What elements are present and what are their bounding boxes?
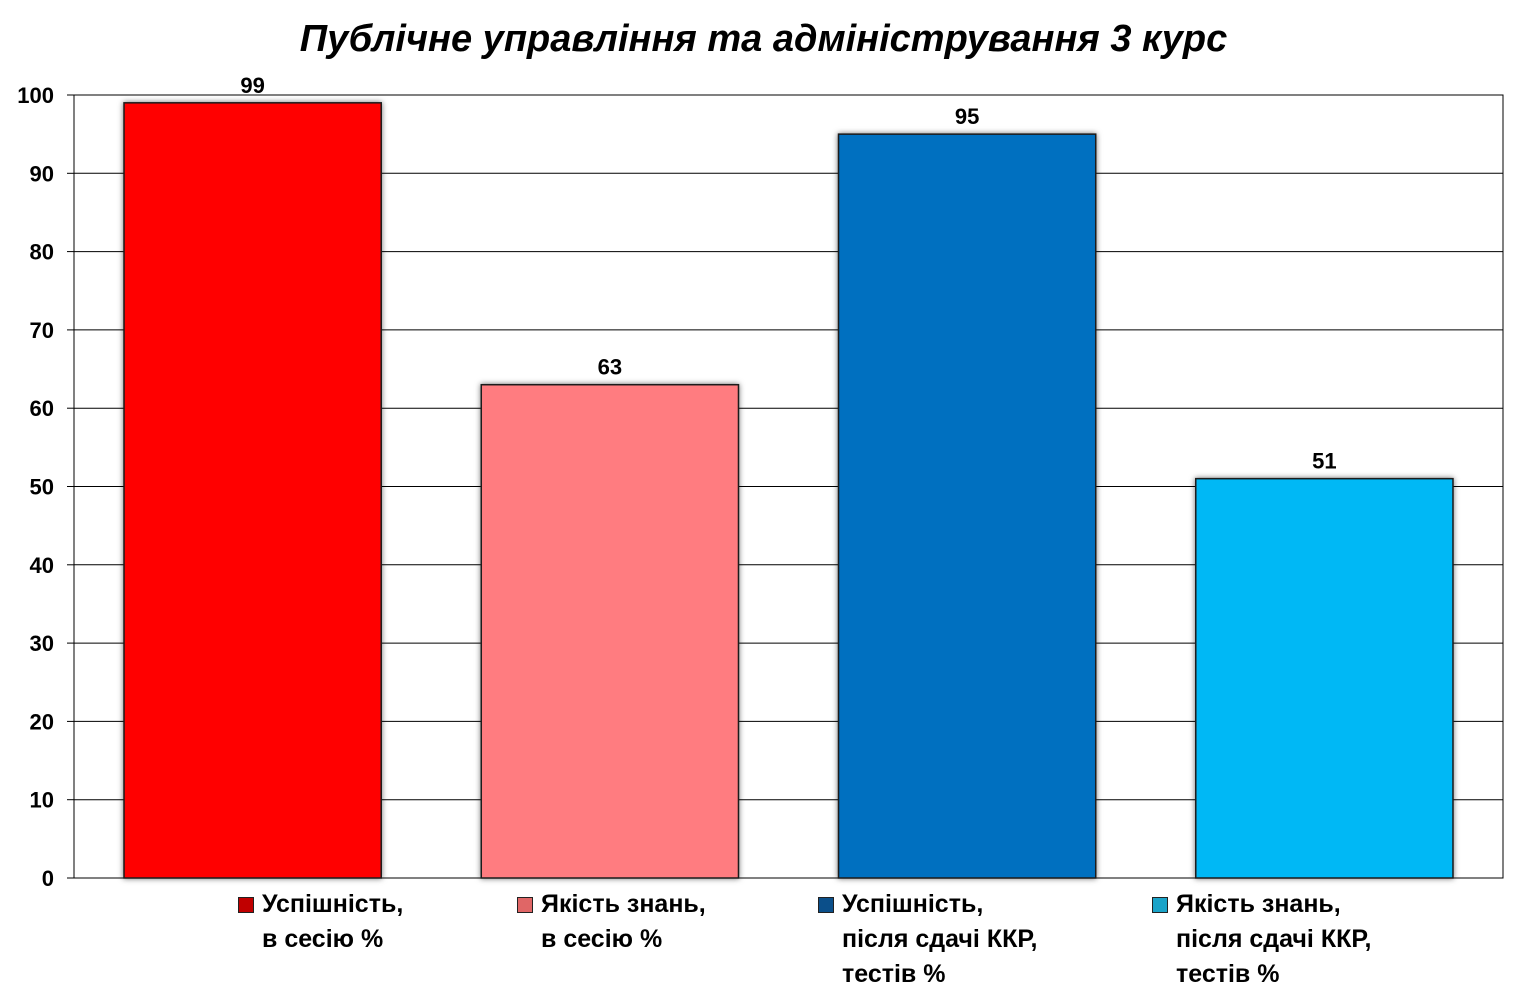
y-tick-label: 20	[30, 709, 54, 734]
bar	[1195, 477, 1454, 879]
legend-swatch	[517, 897, 533, 913]
legend-label: Якість знань, в сесію %	[541, 887, 706, 957]
legend-swatch	[818, 897, 834, 913]
bar	[837, 133, 1097, 879]
legend-label-line: тестів %	[1176, 960, 1280, 988]
legend-label-line: в сесію %	[262, 925, 384, 953]
data-label: 63	[598, 355, 622, 380]
y-tick-label: 0	[42, 866, 54, 891]
y-tick-label: 80	[30, 240, 54, 265]
chart-title: Публічне управління та адміністрування 3…	[299, 18, 1228, 60]
data-label: 51	[1312, 449, 1336, 474]
data-label: 99	[240, 73, 264, 98]
y-tick-label: 60	[30, 396, 54, 421]
y-tick-label: 90	[30, 161, 54, 186]
y-axis-ticks: 0 10 20 30 40 50 60 70 80 90 100	[17, 83, 74, 891]
legend-label: Якість знань, після сдачі ККР, тестів %	[1176, 887, 1372, 992]
legend-label-line: в сесію %	[541, 925, 663, 953]
legend-label-line: після сдачі ККР,	[842, 925, 1038, 953]
data-label: 95	[955, 104, 979, 129]
legend-label-line: тестів %	[842, 960, 946, 988]
legend-label-line: Успішність,	[842, 890, 984, 918]
bar	[123, 102, 382, 879]
legend-label-line: Якість знань,	[1176, 890, 1341, 918]
legend-swatch	[1152, 897, 1168, 913]
y-tick-label: 70	[30, 318, 54, 343]
legend-label-line: Успішність,	[262, 890, 404, 918]
y-tick-label: 40	[30, 553, 54, 578]
data-labels: 99 63 95 51	[240, 73, 1336, 474]
y-tick-label: 10	[30, 788, 54, 813]
y-tick-label: 30	[30, 631, 54, 656]
y-tick-label: 50	[30, 475, 54, 500]
bar	[480, 383, 740, 879]
legend-label: Успішність, після сдачі ККР, тестів %	[842, 887, 1038, 992]
legend-label-line: Якість знань,	[541, 890, 706, 918]
legend-label-line: після сдачі ККР,	[1176, 925, 1372, 953]
bars	[123, 102, 1454, 879]
legend-label: Успішність, в сесію %	[262, 887, 403, 957]
legend-swatch	[238, 897, 254, 913]
y-tick-label: 100	[17, 83, 54, 108]
